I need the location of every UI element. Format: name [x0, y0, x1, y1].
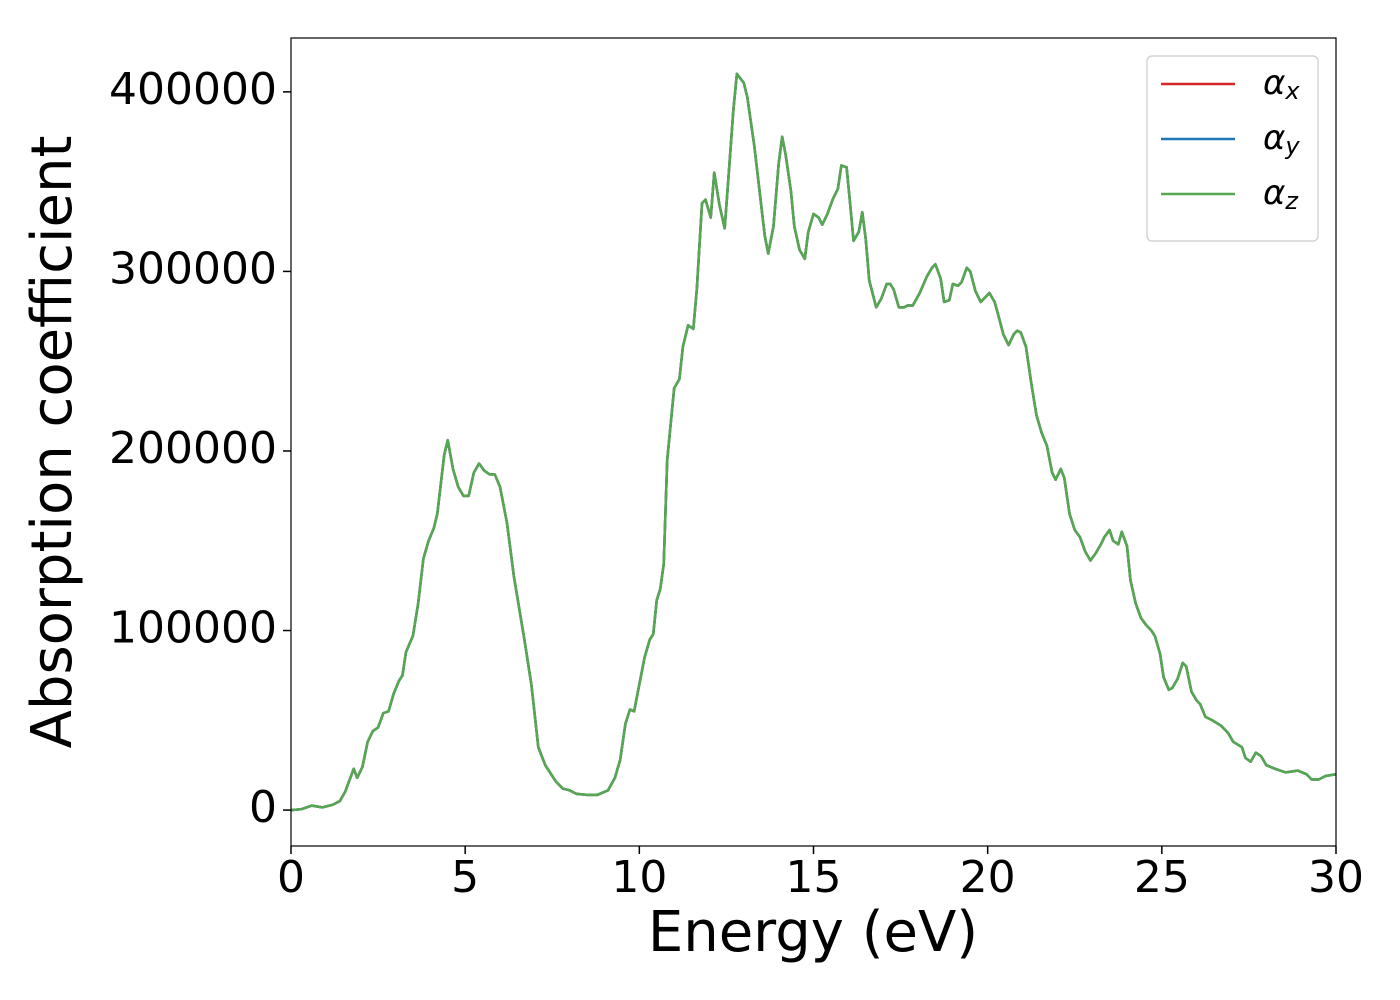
x-tick-label: 5: [451, 852, 479, 903]
legend-label: αy: [1263, 118, 1300, 161]
y-axis-label: Absorption coefficient: [20, 136, 85, 749]
plot-frame: [290, 37, 1337, 847]
y-tick-label: 0: [249, 782, 277, 833]
x-tick-label: 30: [1308, 852, 1364, 903]
y-tick-label: 300000: [109, 243, 277, 294]
x-tick-label: 0: [277, 852, 305, 903]
x-tick-label: 10: [611, 852, 667, 903]
x-tick-label: 25: [1134, 852, 1190, 903]
legend-label: αx: [1263, 63, 1300, 106]
x-tick-label: 20: [960, 852, 1016, 903]
y-tick-label: 400000: [109, 64, 277, 115]
x-axis-label: Energy (eV): [648, 900, 978, 965]
y-tick-label: 100000: [109, 603, 277, 654]
legend-label: αz: [1263, 173, 1299, 216]
y-tick-label: 200000: [109, 423, 277, 474]
data-line: [291, 72, 1336, 812]
x-tick-label: 15: [786, 852, 842, 903]
